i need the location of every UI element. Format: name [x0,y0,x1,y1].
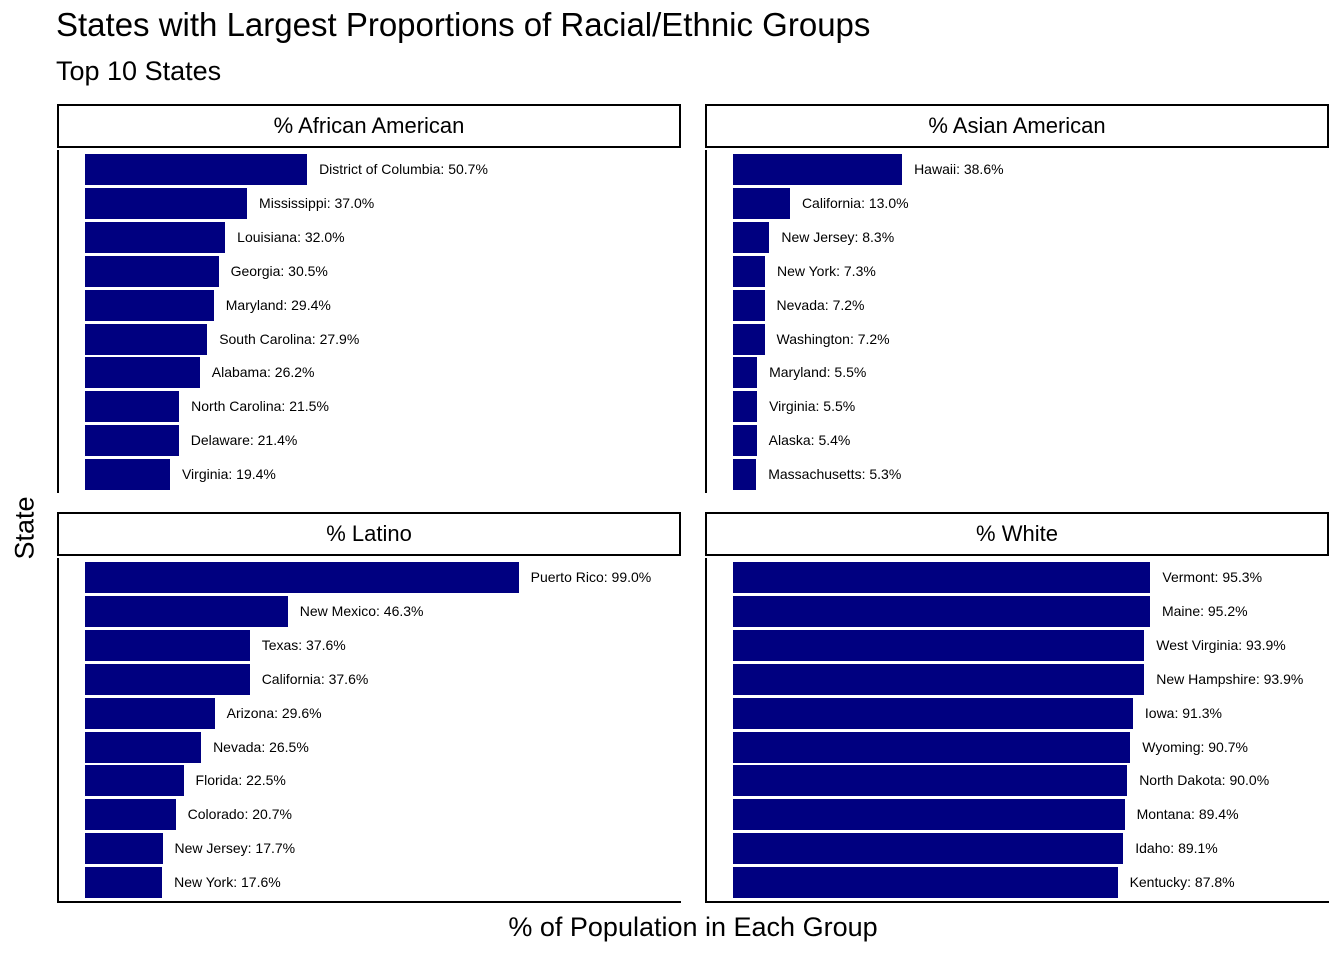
bar [733,697,1133,729]
bar [733,154,903,185]
bar [733,357,758,389]
bar [85,221,226,253]
panel-strip-title: % Asian American [705,104,1329,148]
bar-data-label: Florida: 22.5% [195,772,286,789]
bar-data-label: New Hampshire: 93.9% [1156,670,1304,687]
bar-data-label: South Carolina: 27.9% [219,330,360,347]
bar [733,425,757,457]
bar-data-label: Virginia: 5.5% [769,398,856,415]
bar [85,459,170,491]
bar [85,663,250,695]
bar [85,629,250,661]
panel-strip-title: % White [705,512,1329,556]
bar-data-label: Montana: 89.4% [1136,806,1239,823]
y-axis-label: State [9,496,40,560]
bar-data-label: California: 37.6% [261,670,369,687]
bar [85,357,200,389]
bar-data-label: Vermont: 95.3% [1162,569,1263,585]
bar [733,255,765,287]
y-axis-line [705,558,707,903]
x-axis-label: % of Population in Each Group [508,912,878,942]
bar-data-label: Puerto Rico: 99.0% [530,569,652,585]
bar-data-label: Maryland: 5.5% [769,364,867,381]
bar-data-label: New York: 17.6% [174,874,281,891]
bar [733,187,790,219]
bar [733,731,1131,763]
bar [85,323,208,355]
panel-plot: District of Columbia: 50.7% Mississippi: … [57,150,681,493]
bar-data-label: Wyoming: 90.7% [1142,738,1248,755]
bar-data-label: Massachusetts: 5.3% [768,466,902,483]
bar-data-label: Delaware: 21.4% [190,432,298,449]
bar [733,867,1118,899]
bar-data-label: Maryland: 29.4% [225,296,331,313]
bar [85,562,519,593]
bar [733,221,770,253]
chart-title: States with Largest Proportions of Racia… [56,6,871,43]
bar [733,629,1145,661]
bar-data-label: Idaho: 89.1% [1135,840,1218,857]
bar-data-label: New Jersey: 17.7% [174,840,296,857]
bar-data-label: Iowa: 91.3% [1144,704,1222,721]
bar-data-label: North Dakota: 90.0% [1139,772,1270,789]
bar [85,765,184,797]
bar-data-label: Mississippi: 37.0% [259,194,375,211]
bar [85,391,180,423]
y-axis-line [57,558,59,903]
bar [85,833,163,865]
bar-data-label: Maine: 95.2% [1161,602,1248,619]
bar-data-label: Nevada: 26.5% [213,738,309,755]
bar-data-label: Virginia: 19.4% [181,466,276,483]
bar [85,255,219,287]
bar [733,663,1145,695]
bar-data-label: Alaska: 5.4% [768,432,851,449]
bar [733,323,765,355]
chart-subtitle: Top 10 States [56,56,222,86]
bar-data-label: Hawaii: 38.6% [914,161,1004,177]
bar-data-label: District of Columbia: 50.7% [319,161,488,177]
bar-data-label: Texas: 37.6% [261,636,346,653]
bar [85,697,215,729]
bar [733,391,758,423]
bar-data-label: Alabama: 26.2% [211,364,315,381]
bar [85,731,202,763]
bar-data-label: West Virginia: 93.9% [1156,636,1286,653]
bar [85,867,163,899]
bar-data-label: California: 13.0% [801,194,909,211]
bar [85,799,176,831]
bar-data-label: New Mexico: 46.3% [299,602,424,619]
bar-data-label: Arizona: 29.6% [226,704,322,721]
bar-data-label: Kentucky: 87.8% [1129,874,1235,891]
bar [733,562,1151,593]
bar [85,289,214,321]
bar [733,765,1128,797]
bar [733,833,1124,865]
bar [733,595,1150,627]
bar-data-label: New York: 7.3% [776,262,876,279]
x-axis-line [57,901,681,903]
bar [733,289,765,321]
y-axis-line [705,150,707,493]
bar [85,187,248,219]
panel-plot: Vermont: 95.3% Maine: 95.2% West Virginia:… [705,558,1329,903]
bar [733,799,1125,831]
bar-data-label: Louisiana: 32.0% [237,228,345,245]
bar [85,425,179,457]
panel-plot: Puerto Rico: 99.0% New Mexico: 46.3% Texas… [57,558,681,903]
bar [733,459,757,491]
bar-data-label: North Carolina: 21.5% [191,398,329,415]
bar-data-label: Georgia: 30.5% [230,262,328,279]
panel-strip-title: % Latino [57,512,681,556]
bar [85,154,308,185]
x-axis-line [705,901,1329,903]
bar [85,595,288,627]
panel-plot: Hawaii: 38.6% California: 13.0% New Jersey… [705,150,1329,493]
bar-data-label: New Jersey: 8.3% [781,228,895,245]
bar-data-label: Washington: 7.2% [776,330,890,347]
bar-data-label: Nevada: 7.2% [776,296,865,313]
y-axis-line [57,150,59,493]
panel-strip-title: % African American [57,104,681,148]
bar-data-label: Colorado: 20.7% [187,806,292,823]
